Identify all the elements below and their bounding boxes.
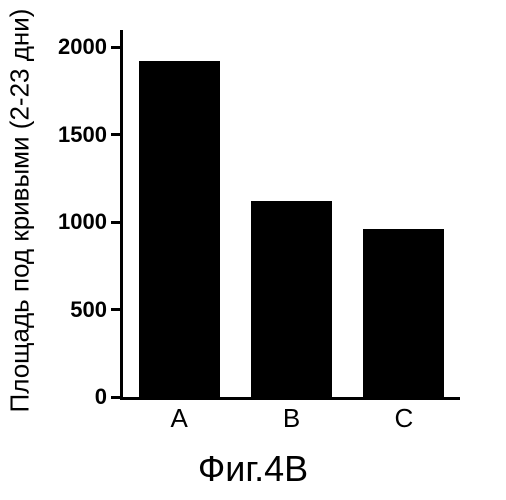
bars-layer — [123, 30, 460, 397]
y-tick — [111, 133, 123, 136]
y-tick-label: 500 — [70, 297, 107, 323]
y-tick-label: 0 — [95, 384, 107, 410]
x-category-label: B — [283, 403, 300, 434]
x-category-label: C — [394, 403, 413, 434]
bar — [139, 61, 220, 397]
y-tick-label: 1500 — [58, 122, 107, 148]
y-tick — [111, 221, 123, 224]
y-axis-label-container: Площадь под кривыми (2-23 дни) — [0, 0, 40, 420]
figure-caption: Фиг.4B — [0, 448, 506, 490]
y-tick-label: 2000 — [58, 34, 107, 60]
figure-4b: Площадь под кривыми (2-23 дни) 050010001… — [0, 0, 506, 500]
bar — [251, 201, 332, 397]
x-category-label: A — [170, 403, 187, 434]
bar — [363, 229, 444, 397]
y-tick — [111, 396, 123, 399]
y-tick — [111, 308, 123, 311]
y-axis-label: Площадь под кривыми (2-23 дни) — [5, 8, 36, 412]
y-tick-label: 1000 — [58, 209, 107, 235]
plot-area: 0500100015002000ABC — [120, 30, 460, 400]
y-tick — [111, 46, 123, 49]
